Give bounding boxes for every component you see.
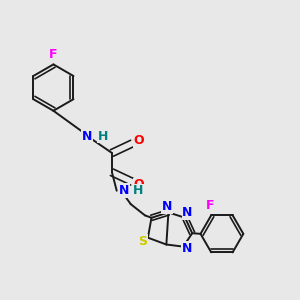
Text: O: O bbox=[134, 134, 144, 147]
Text: N: N bbox=[182, 206, 193, 219]
Text: N: N bbox=[82, 130, 92, 143]
Text: F: F bbox=[206, 199, 214, 212]
Text: N: N bbox=[182, 242, 192, 255]
Text: F: F bbox=[49, 48, 58, 62]
Text: S: S bbox=[138, 235, 147, 248]
Text: H: H bbox=[98, 130, 108, 143]
Text: H: H bbox=[133, 184, 143, 197]
Text: O: O bbox=[134, 178, 144, 191]
Text: N: N bbox=[162, 200, 172, 213]
Text: N: N bbox=[119, 184, 129, 197]
